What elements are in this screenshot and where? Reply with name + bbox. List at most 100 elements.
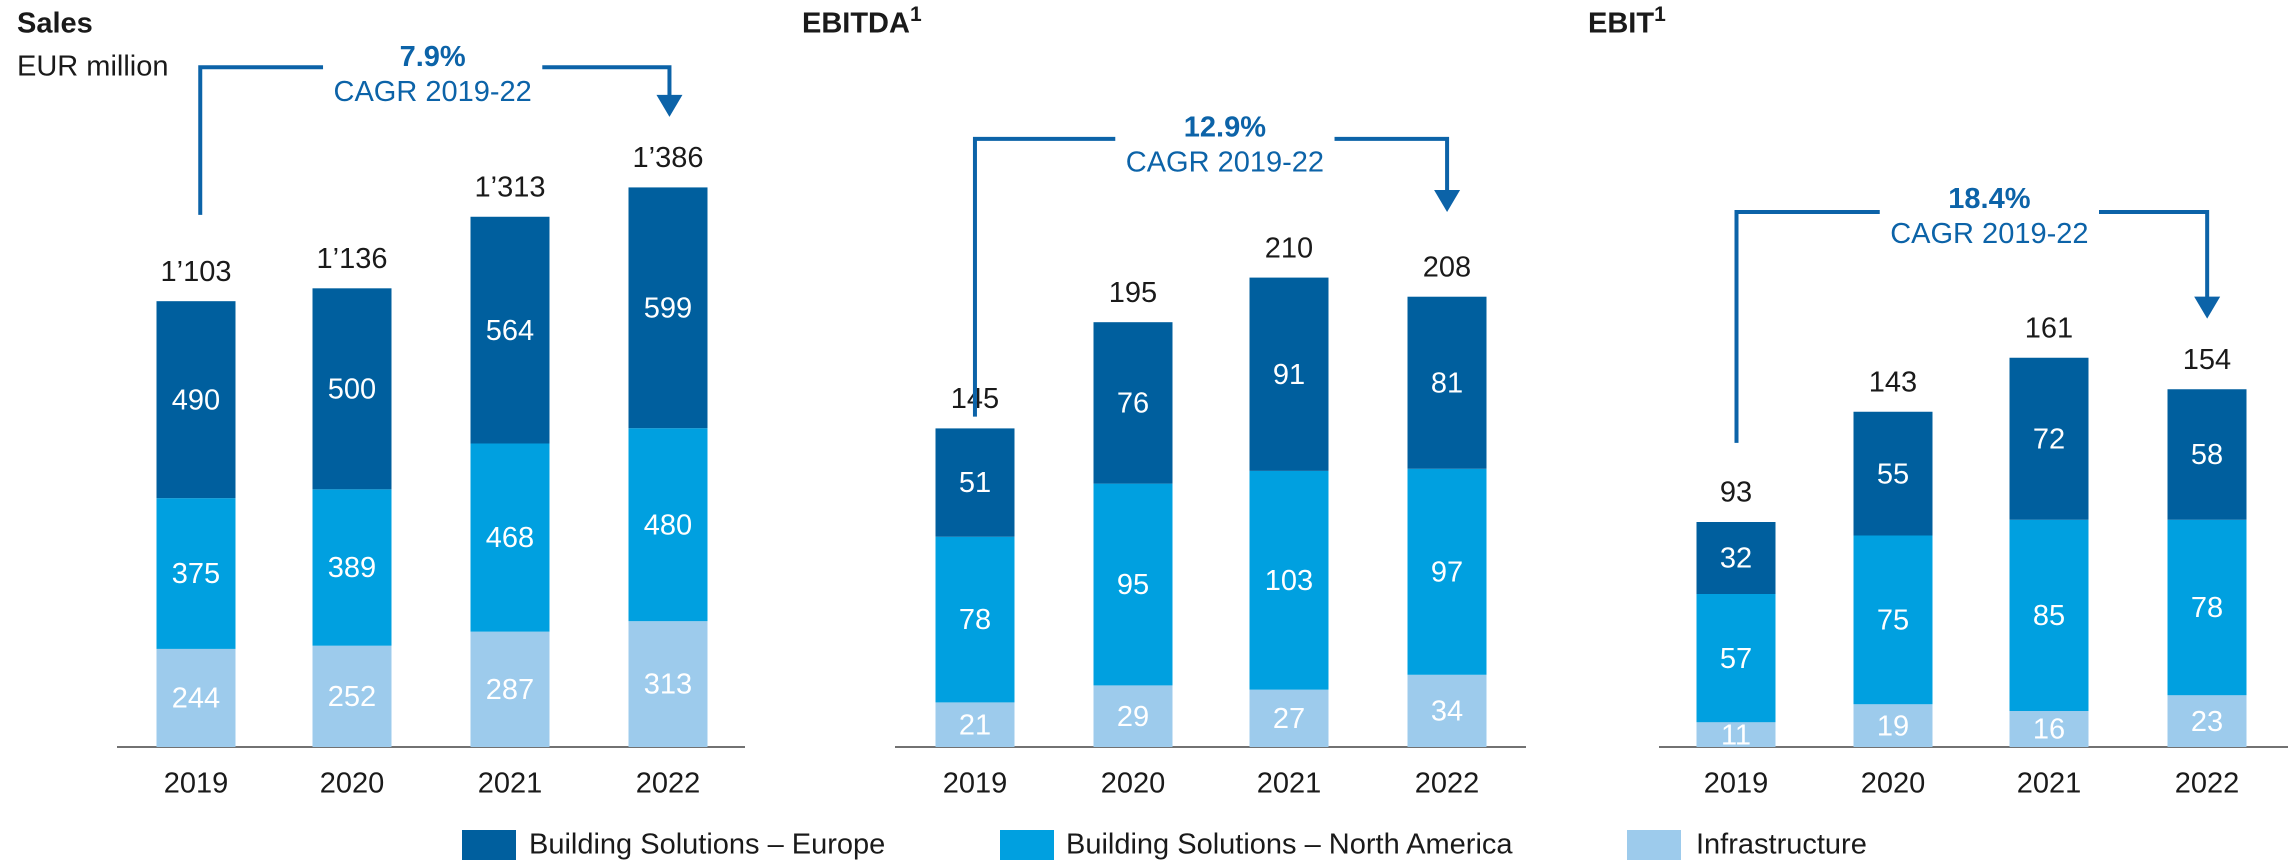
x-tick-label: 2022 <box>2175 768 2240 800</box>
segment-label: 97 <box>1431 556 1463 588</box>
total-label: 1’136 <box>317 243 388 275</box>
cagr-value: 7.9% <box>400 41 466 73</box>
segment-label: 375 <box>172 558 220 590</box>
bar-segment <box>1249 277 1329 471</box>
x-tick-label: 2021 <box>478 768 543 800</box>
segment-label: 55 <box>1877 458 1909 490</box>
segment-label: 91 <box>1273 359 1305 391</box>
bar-segment <box>1696 722 1776 747</box>
segment-label: 34 <box>1431 696 1463 728</box>
cagr-bracket <box>972 136 1450 417</box>
chart-title: EBIT1 <box>1588 3 1666 40</box>
bar-segment <box>628 187 708 429</box>
bar-segment <box>470 216 550 444</box>
segment-label: 500 <box>328 373 376 405</box>
bar-segment <box>312 645 392 747</box>
bar-segment <box>1407 468 1487 675</box>
cagr-bracket <box>198 65 672 215</box>
segment-label: 468 <box>486 522 534 554</box>
bar-segment <box>470 443 550 632</box>
segment-label: 23 <box>2191 706 2223 738</box>
x-tick-label: 2020 <box>1101 768 1166 800</box>
bar-segment <box>2009 711 2089 747</box>
segment-label: 57 <box>1720 643 1752 675</box>
total-label: 1’313 <box>475 171 546 203</box>
x-tick-label: 2020 <box>1861 768 1926 800</box>
chart-subtitle: EUR million <box>17 51 168 83</box>
bar-segment <box>312 489 392 646</box>
segment-label: 58 <box>2191 439 2223 471</box>
x-tick-label: 2019 <box>943 768 1008 800</box>
cagr-label: CAGR 2019-22 <box>1126 146 1324 178</box>
x-tick-label: 2022 <box>1415 768 1480 800</box>
segment-label: 599 <box>644 292 692 324</box>
segment-label: 29 <box>1117 701 1149 733</box>
bar-segment <box>935 428 1015 537</box>
total-label: 195 <box>1109 277 1157 309</box>
bar-segment <box>2009 519 2089 711</box>
bar-segment <box>1407 296 1487 469</box>
legend-swatch <box>462 830 516 860</box>
bar-segment <box>1696 594 1776 723</box>
bar-segment <box>1093 322 1173 484</box>
bar-segment <box>1249 689 1329 747</box>
x-tick-label: 2022 <box>636 768 701 800</box>
bar-segment <box>1249 470 1329 690</box>
bar-segment <box>156 648 236 747</box>
bar-segment <box>2009 357 2089 520</box>
cagr-value: 18.4% <box>1948 183 2030 215</box>
bar-segment <box>1853 704 1933 747</box>
bar-segment <box>156 301 236 499</box>
segment-label: 244 <box>172 683 220 715</box>
bar-segment <box>1093 483 1173 686</box>
bar-segment <box>935 536 1015 703</box>
cagr-value: 12.9% <box>1184 111 1266 143</box>
bar-segment <box>935 702 1015 747</box>
segment-label: 78 <box>2191 592 2223 624</box>
total-label: 93 <box>1720 477 1752 509</box>
segment-label: 85 <box>2033 600 2065 632</box>
segment-label: 564 <box>486 315 534 347</box>
total-label: 143 <box>1869 366 1917 398</box>
segment-label: 11 <box>1721 719 1751 751</box>
legend-label: Infrastructure <box>1696 829 1867 861</box>
segment-label: 76 <box>1117 388 1149 420</box>
bar-segment <box>1407 674 1487 747</box>
bar-segment <box>2167 519 2247 696</box>
legend-label: Building Solutions – North America <box>1066 829 1513 861</box>
bar-segment <box>2167 389 2247 520</box>
segment-label: 21 <box>959 709 991 741</box>
legend-label: Building Solutions – Europe <box>529 829 885 861</box>
chart-title: EBITDA1 <box>802 3 922 40</box>
cagr-arrow <box>1434 189 1461 212</box>
bar-segment <box>2167 695 2247 747</box>
bar-segment <box>628 621 708 747</box>
segment-label: 81 <box>1431 367 1463 399</box>
bar-segment <box>470 631 550 747</box>
bar-segment <box>1093 685 1173 747</box>
total-label: 208 <box>1423 251 1471 283</box>
segment-label: 72 <box>2033 423 2065 455</box>
segment-label: 313 <box>644 669 692 701</box>
segment-label: 16 <box>2033 714 2065 746</box>
total-label: 1’386 <box>633 142 704 174</box>
total-label: 154 <box>2183 344 2231 376</box>
segment-label: 252 <box>328 681 376 713</box>
chart-title: Sales <box>17 8 93 40</box>
segment-label: 75 <box>1877 605 1909 637</box>
segment-label: 287 <box>486 674 534 706</box>
bar-segment <box>312 288 392 490</box>
bar-segment <box>1696 522 1776 594</box>
legend-swatch <box>1000 830 1054 860</box>
bar-segment <box>1853 411 1933 536</box>
segment-label: 32 <box>1720 543 1752 575</box>
cagr-arrow <box>2194 296 2221 319</box>
segment-label: 95 <box>1117 569 1149 601</box>
x-tick-label: 2020 <box>320 768 385 800</box>
x-tick-label: 2021 <box>1257 768 1322 800</box>
bar-segment <box>156 498 236 649</box>
x-tick-label: 2019 <box>164 768 229 800</box>
segment-label: 78 <box>959 604 991 636</box>
cagr-label: CAGR 2019-22 <box>334 76 532 108</box>
